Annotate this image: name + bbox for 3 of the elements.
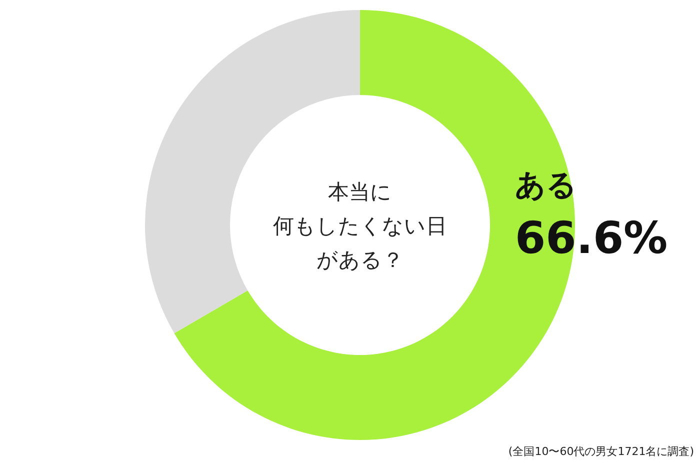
text: 本当に何もしたくない日がある？ (273, 180, 447, 272)
slice-label: ある (515, 168, 577, 203)
text: (全国10〜60代の男女1721名に調査) (508, 445, 694, 458)
